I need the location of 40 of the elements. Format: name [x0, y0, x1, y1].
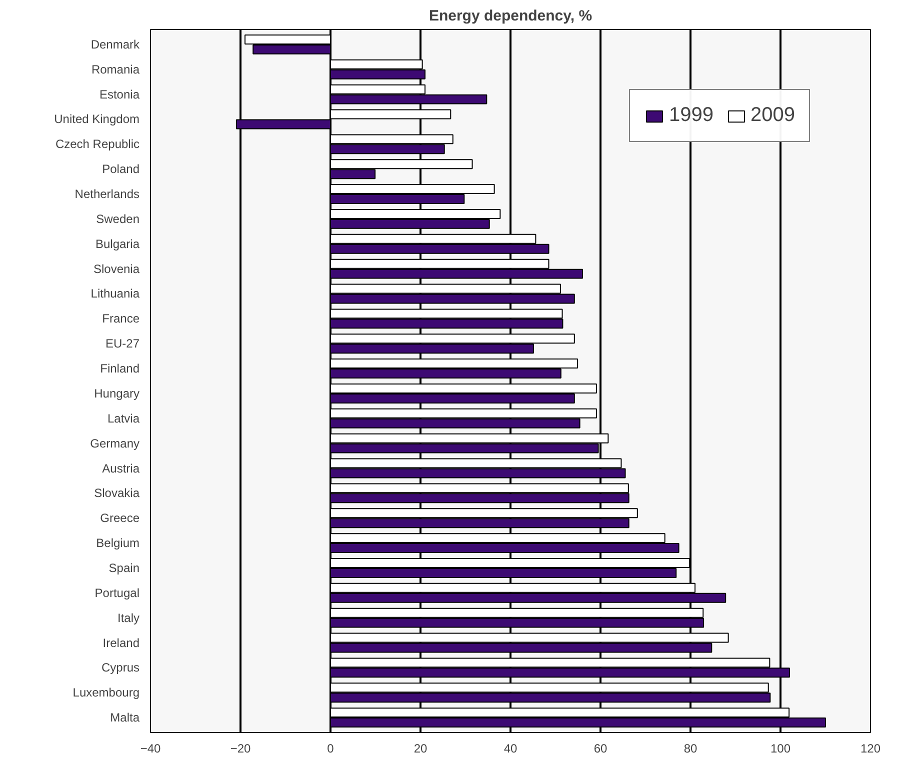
y-tick-label: Sweden — [96, 212, 140, 226]
y-tick-label: Poland — [102, 162, 140, 176]
y-tick-label: Italy — [117, 610, 140, 625]
y-tick-label: Austria — [102, 461, 140, 476]
y-tick-label: Cyprus — [101, 660, 140, 675]
y-tick-label: Slovakia — [94, 486, 140, 500]
y-tick-label: Slovenia — [93, 262, 140, 276]
legend-label: 1999 — [669, 104, 714, 127]
y-tick-label: Denmark — [90, 37, 140, 52]
y-tick-label: Portugal — [94, 586, 140, 600]
y-tick-label: Finland — [100, 362, 140, 376]
y-tick-label: Romania — [91, 62, 140, 76]
y-tick-label: Czech Republic — [55, 137, 140, 152]
y-tick-label: Malta — [110, 710, 140, 725]
y-tick-label: Hungary — [94, 386, 140, 400]
y-tick-label: Germany — [90, 436, 140, 450]
y-tick-label: United Kingdom — [54, 112, 140, 126]
x-tick-label: 80 — [684, 742, 698, 756]
y-tick-label: Netherlands — [74, 187, 140, 202]
y-tick-label: Lithuania — [90, 286, 140, 301]
y-tick-label: Estonia — [99, 87, 140, 102]
y-tick-label: EU-27 — [105, 336, 140, 351]
x-tick-label: 40 — [504, 742, 518, 756]
y-tick-label: Latvia — [107, 411, 140, 426]
legend-label: 2009 — [750, 104, 795, 127]
x-tick-label: 120 — [860, 742, 881, 756]
x-tick-label: 20 — [414, 742, 428, 756]
chart-title: Energy dependency, % — [428, 8, 592, 24]
y-tick-label: Greece — [100, 511, 140, 526]
y-tick-label: Spain — [108, 560, 140, 575]
x-tick-label: 0 — [327, 742, 334, 756]
y-tick-label: Belgium — [96, 536, 140, 550]
x-tick-label: 100 — [770, 742, 791, 756]
x-tick-label: −20 — [230, 742, 252, 756]
y-tick-label: France — [102, 312, 140, 326]
y-tick-label: Luxembourg — [72, 686, 140, 700]
x-tick-label: 60 — [594, 742, 608, 756]
x-tick-label: −40 — [140, 742, 162, 756]
y-tick-label: Bulgaria — [95, 236, 140, 251]
y-tick-label: Ireland — [102, 636, 140, 650]
